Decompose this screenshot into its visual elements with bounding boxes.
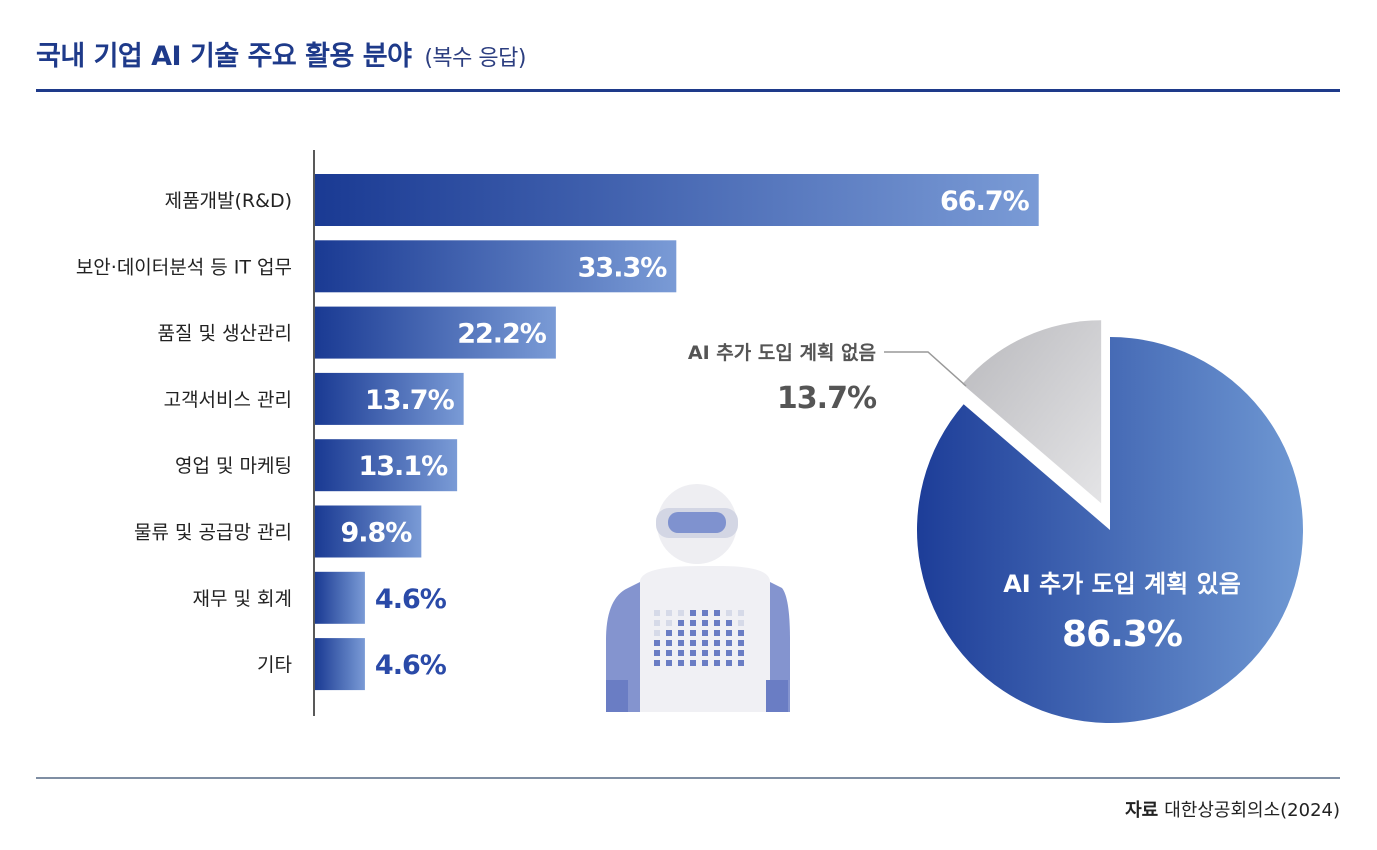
bar <box>315 372 464 425</box>
pie-slice-value: 86.3% <box>1062 614 1182 655</box>
source-note: 자료 대한상공회의소(2024) <box>1125 796 1340 822</box>
bar-category-label: 재무 및 회계 <box>193 588 292 610</box>
bar-value-label: 13.1% <box>358 451 448 482</box>
robot-icon <box>606 484 790 712</box>
bar-category-label: 기타 <box>257 654 292 676</box>
bar-category-label: 제품개발(R&D) <box>165 190 292 212</box>
bar-category-label: 보안·데이터분석 등 IT 업무 <box>76 256 292 278</box>
bar-value-label: 4.6% <box>375 584 447 615</box>
pie-slice-value: 13.7% <box>777 381 877 416</box>
bar-chart: 제품개발(R&D) 66.7% 보안·데이터분석 등 IT 업무 33.3% 품질 및 … <box>76 174 1039 691</box>
bar-value-label: 22.2% <box>457 319 547 350</box>
bar <box>315 306 556 359</box>
bar <box>315 571 365 624</box>
pie-slice-label: AI 추가 도입 계획 없음 <box>688 342 876 364</box>
pie-slice <box>916 337 1303 723</box>
pie-slice-label: AI 추가 도입 계획 있음 <box>1003 570 1241 598</box>
bar <box>315 174 1039 226</box>
pie-leader-line <box>884 351 967 387</box>
source-text: 대한상공회의소(2024) <box>1164 800 1340 821</box>
bar-value-label: 66.7% <box>940 186 1030 217</box>
chart-canvas: 제품개발(R&D) 66.7% 보안·데이터분석 등 IT 업무 33.3% 품질 및 … <box>76 150 1303 723</box>
chart-title: 국내 기업 AI 기술 주요 활용 분야 (복수 응답) <box>36 34 526 73</box>
bar-category-label: 물류 및 공급망 관리 <box>134 522 292 544</box>
pie-slice <box>962 320 1102 504</box>
bar-value-label: 13.7% <box>365 385 455 416</box>
title-divider <box>36 89 1340 92</box>
bar-category-label: 영업 및 마케팅 <box>175 455 292 477</box>
pie-chart: AI 추가 도입 계획 있음 86.3% AI 추가 도입 계획 없음 13.7% <box>688 320 1303 723</box>
chart-title-text: 국내 기업 AI 기술 주요 활용 분야 <box>36 41 412 72</box>
chart-subtitle: (복수 응답) <box>424 46 526 71</box>
bar <box>315 439 458 492</box>
bar <box>315 638 365 691</box>
bar-value-label: 9.8% <box>340 518 412 549</box>
source-label: 자료 <box>1125 800 1159 821</box>
footer-divider <box>36 777 1340 779</box>
bar-category-label: 품질 및 생산관리 <box>158 323 292 345</box>
bar <box>315 240 677 293</box>
bar <box>315 505 422 558</box>
bar-value-label: 4.6% <box>375 650 447 681</box>
bar-value-label: 33.3% <box>578 252 668 283</box>
bar-category-label: 고객서비스 관리 <box>164 389 292 411</box>
